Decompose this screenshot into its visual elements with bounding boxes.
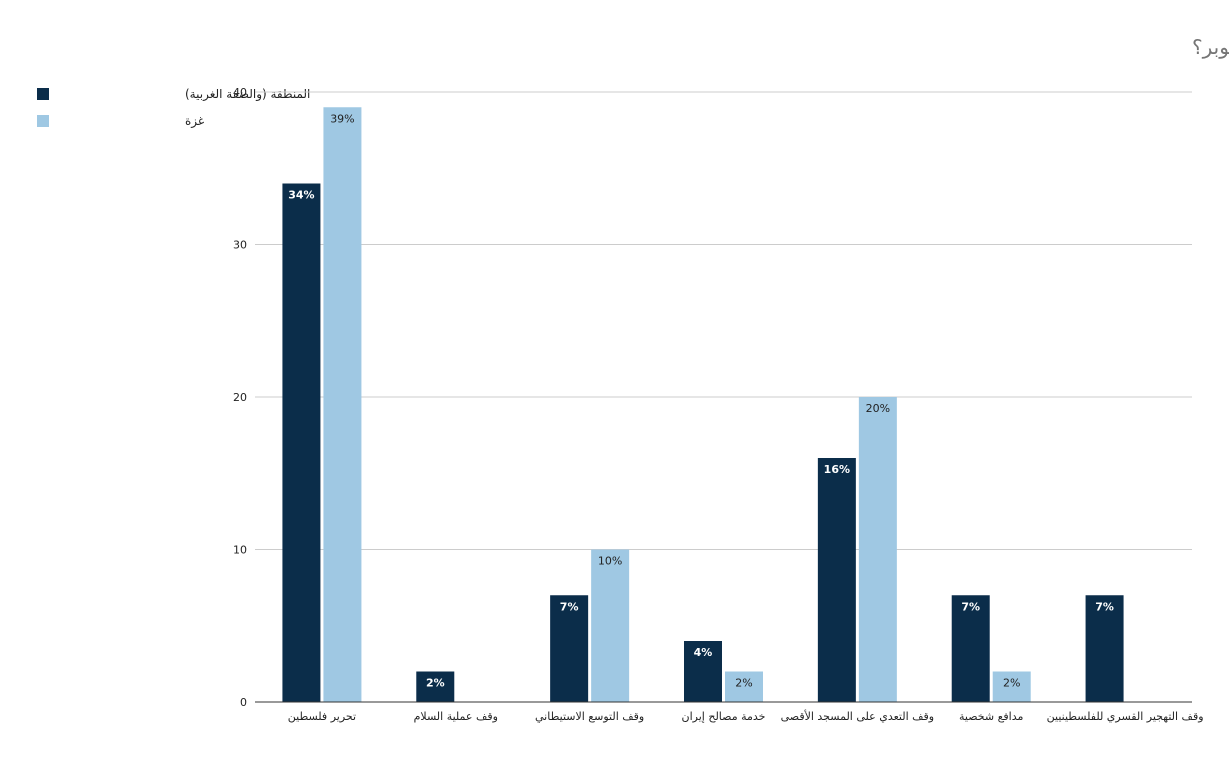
x-category-label: تحرير فلسطين: [288, 710, 356, 723]
bar-series-1: [282, 183, 321, 702]
x-category-label: خدمة مصالح إيران: [682, 710, 766, 723]
y-tick-label: 20: [233, 391, 247, 404]
bar-series-1: [684, 641, 722, 702]
bar-series-2: [858, 397, 897, 702]
legend-swatch-series-1: [37, 88, 49, 100]
bar-series-2: [725, 671, 763, 702]
bar-labels: 34% 39% 2% 7% 10% 4% 2% 16% 20% 7% 2% 7%: [288, 112, 1114, 689]
data-label-series-1: 4%: [694, 646, 713, 659]
data-label-series-2: 39%: [330, 112, 354, 125]
legend: المنطقة (والضفة الغربية) غزة: [37, 87, 310, 129]
x-category-label: وقف التوسع الاستيطاني: [535, 710, 644, 723]
legend-label-series-2: غزة: [185, 114, 204, 129]
legend-swatch-series-2: [37, 115, 49, 127]
y-tick-label: 30: [233, 239, 247, 252]
data-label-series-1: 16%: [824, 463, 850, 476]
legend-label-series-1: المنطقة (والضفة الغربية): [185, 87, 310, 102]
data-label-series-2: 10%: [598, 555, 622, 568]
data-label-series-2: 2%: [1003, 677, 1020, 690]
bar-series-1: [817, 458, 856, 702]
bar-series-1: [550, 595, 589, 702]
data-label-series-1: 34%: [288, 189, 314, 202]
data-label-series-2: 20%: [866, 402, 890, 415]
chart-title: ما هو الدافع وراء العملية التي شنتها حما…: [1192, 34, 1229, 60]
bar-series-2: [591, 549, 630, 702]
y-axis-ticks: 0 10 20 30 40: [233, 86, 247, 709]
bar-series-1: [951, 595, 990, 702]
bar-series-1: [416, 671, 455, 702]
y-tick-label: 0: [240, 696, 247, 709]
data-label-series-1: 7%: [560, 600, 579, 613]
bar-series-2: [992, 671, 1031, 702]
bars: [282, 107, 1124, 702]
x-category-label: مدافع شخصية: [959, 710, 1024, 723]
data-label-series-1: 2%: [426, 677, 445, 690]
data-label-series-1: 7%: [961, 600, 980, 613]
x-category-label: وقف عملية السلام: [414, 710, 498, 723]
y-tick-label: 10: [233, 544, 247, 557]
x-category-label: وقف التعدي على المسجد الأقصى: [781, 709, 934, 723]
y-tick-label: 40: [233, 86, 247, 99]
data-label-series-2: 2%: [735, 677, 752, 690]
x-category-label: وقف التهجير القسري للفلسطينيين: [1047, 710, 1204, 723]
x-axis-categories: تحرير فلسطين وقف عملية السلام وقف التوسع ا…: [288, 709, 1204, 723]
data-label-series-1: 7%: [1095, 600, 1114, 613]
gridlines: [255, 91, 1192, 550]
bar-series-1: [1085, 595, 1124, 702]
bar-series-2: [323, 107, 362, 702]
